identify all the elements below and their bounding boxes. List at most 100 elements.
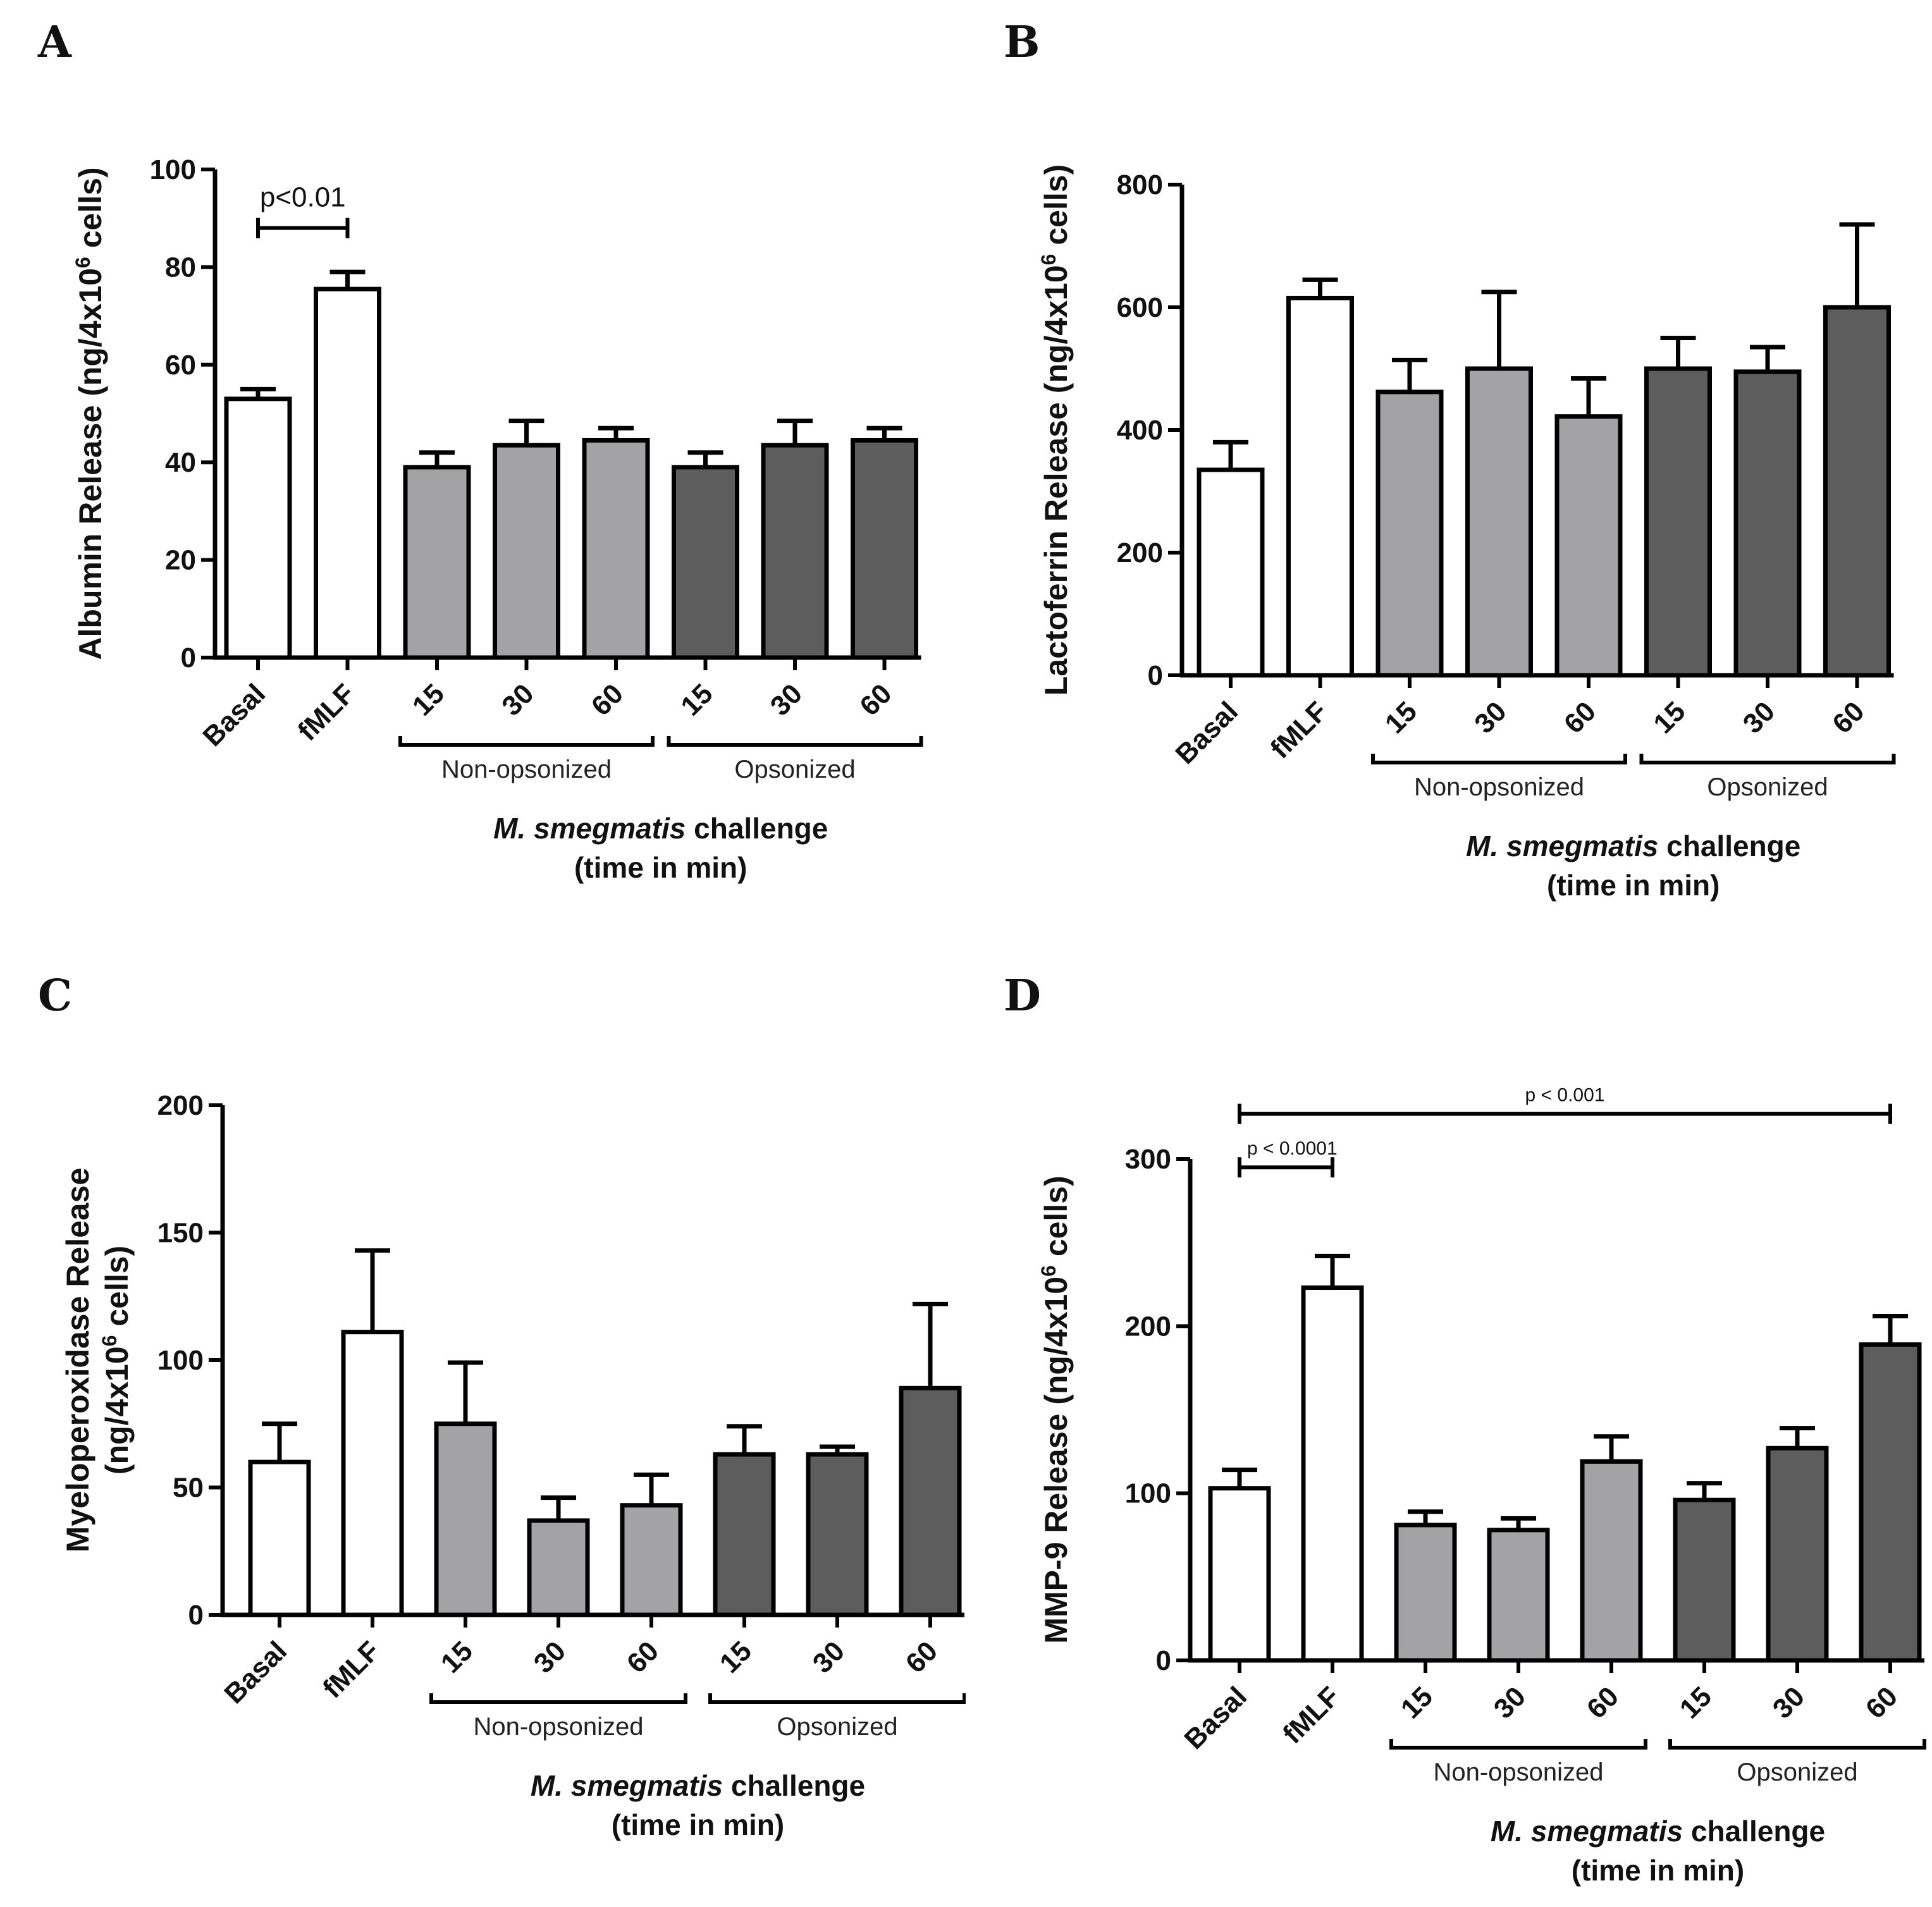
group-label: Non-opsonized [1414,773,1584,801]
category-label: 60 [854,678,897,721]
panel-b: B 0 200 400 600 800 Lactoferrin Release (ng/4x… [966,0,1931,954]
bar [582,438,650,660]
x-axis-title-rest: challenge [1658,830,1800,862]
x-axis-title-rest: challenge [723,1769,865,1802]
bar [1208,1486,1271,1663]
y-axis-title: Myeloperoxidase Release (ng/4x106 cells) [60,1168,135,1553]
y-axis-title-line1: Myeloperoxidase Release [60,1168,95,1553]
bar [341,1330,404,1617]
category-label: 30 [1468,696,1512,739]
x-axis-title-italic: M. smegmatis [1491,1815,1683,1848]
y-axis-title-sup: 6 [1037,254,1060,266]
y-axis-title-main: MMP-9 Release (ng/4x10 [1038,1277,1074,1644]
bar [1554,414,1623,678]
x-axis-title-line2: (time in min) [1547,869,1720,902]
y-axis-title-end: cells) [99,1246,135,1335]
group-bracket [1389,1739,1647,1750]
group-label: Non-opsonized [473,1713,643,1741]
bar [1673,1497,1736,1663]
category-label: Basal [1169,696,1244,770]
bar [1375,389,1444,678]
category-label: 15 [714,1635,758,1679]
x-axis-title-italic: M. smegmatis [493,812,686,845]
bar [1487,1528,1550,1663]
bar [851,438,918,660]
bar [620,1503,683,1617]
panel-letter: A [37,17,72,68]
category-label: 30 [1488,1681,1532,1724]
bar [899,1385,962,1617]
x-axis-title: M. smegmatis challenge [1491,1815,1825,1848]
bar [1766,1445,1829,1663]
bar [1301,1285,1364,1663]
y-axis-title-end: cells) [73,167,108,257]
category-label: 15 [1647,696,1691,739]
y-tick-label: 800 [1117,169,1163,200]
y-tick-label: 200 [1117,537,1163,568]
category-label: 60 [586,678,629,721]
x-axis-title-line2: (time in min) [574,851,747,884]
x-axis-title-italic: M. smegmatis [1466,830,1658,862]
group-bracket [708,1693,966,1704]
bar [1733,369,1802,678]
group-label: Opsonized [1707,773,1828,801]
category-label: 30 [1737,696,1781,739]
y-tick-label: 100 [157,1345,204,1376]
category-label: 30 [807,1635,851,1679]
category-label: fMLF [292,678,361,747]
y-axis-title-sup: 6 [98,1335,121,1347]
y-axis-title: Lactoferrin Release (ng/4x106 cells) [1037,164,1074,696]
bar [527,1518,590,1617]
bar [1394,1523,1457,1663]
bar [1823,305,1891,678]
y-tick-label: 60 [165,350,196,381]
bar [314,286,381,660]
bar [493,443,560,660]
y-tick-label: 300 [1125,1144,1171,1175]
category-label: 30 [496,678,539,721]
y-tick-label: 40 [165,447,196,478]
y-axis-title-end: cells) [1038,1175,1074,1265]
y-tick-label: 150 [157,1218,204,1249]
x-axis-title: M. smegmatis challenge [493,812,828,845]
y-axis-title-line2: (ng/4x10 [99,1346,135,1475]
bar [713,1452,776,1617]
category-label: 60 [1581,1681,1625,1724]
y-tick-label: 20 [165,545,196,576]
y-axis-title-sup: 6 [71,257,94,268]
chart-svg: A 0 20 40 60 80 100 Albumin Release (ng/4x106 c… [37,17,923,884]
category-label: Basal [197,678,271,752]
category-label: 15 [675,678,718,721]
x-axis-title-line2: (time in min) [612,1808,784,1841]
significance-label: p < 0.0001 [1247,1138,1338,1159]
y-tick-label: 400 [1117,415,1163,446]
category-label: Basal [1178,1681,1253,1755]
group-bracket [429,1693,687,1704]
category-label: 15 [407,678,450,721]
y-tick-label: 80 [165,252,196,283]
bar [434,1421,497,1617]
y-tick-label: 0 [188,1600,204,1631]
chart-svg: D 0 100 200 300 MMP-9 Release (ng/4x106 cells… [1004,971,1926,1887]
bar [1859,1342,1922,1663]
category-label: 30 [528,1635,572,1679]
bar [224,396,292,660]
group-bracket [1668,1739,1926,1750]
category-label: 60 [1860,1681,1904,1724]
category-label: 60 [1826,696,1870,739]
bar [1286,295,1354,678]
chart-svg: B 0 200 400 600 800 Lactoferrin Release (ng/4x… [1004,17,1896,902]
group-bracket [1639,754,1896,764]
category-label: 15 [1379,696,1423,739]
y-tick-label: 0 [1148,660,1163,691]
y-tick-label: 50 [173,1473,204,1504]
group-bracket [1371,754,1627,764]
group-label: Opsonized [1737,1758,1857,1786]
y-axis-title-sup: 6 [1037,1265,1060,1277]
y-axis-title-main: Albumin Release (ng/4x10 [73,268,108,660]
x-axis-title-rest: challenge [1683,1815,1825,1848]
category-label: fMLF [317,1635,386,1704]
x-axis-title-italic: M. smegmatis [531,1769,723,1802]
x-axis-title-line2: (time in min) [1572,1854,1744,1887]
bar [248,1459,311,1617]
